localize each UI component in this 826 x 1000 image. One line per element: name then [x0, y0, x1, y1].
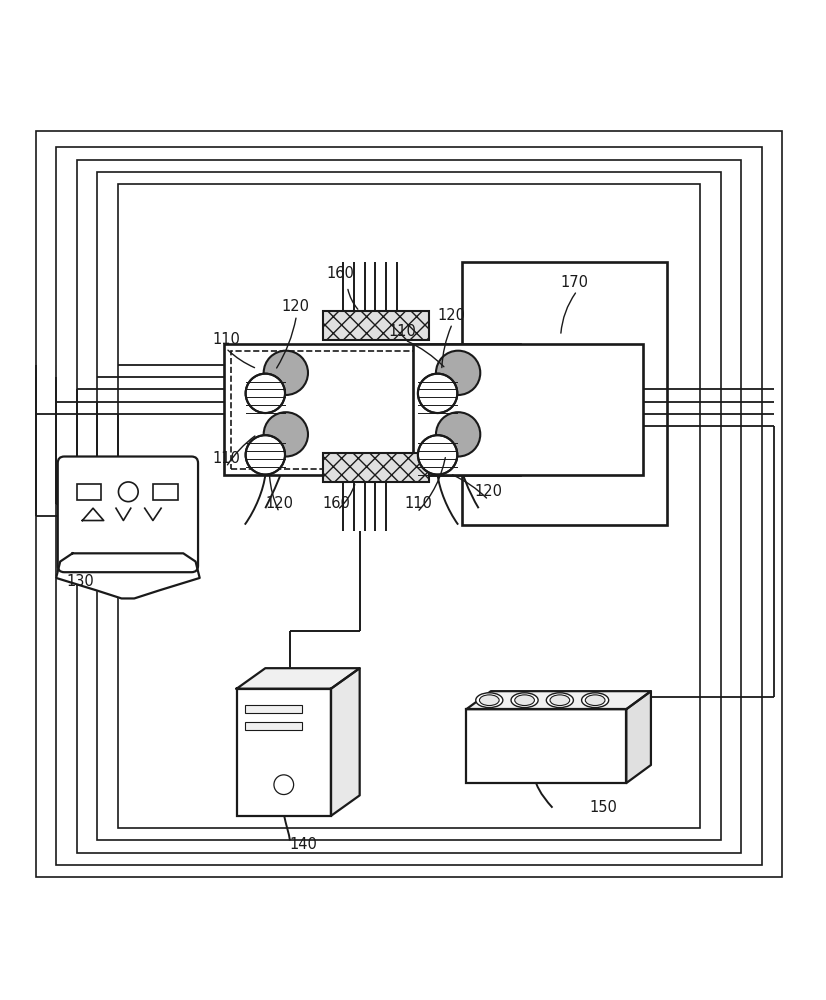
Polygon shape: [467, 691, 651, 709]
Text: 130: 130: [66, 574, 93, 589]
Circle shape: [418, 435, 458, 475]
Text: 160: 160: [323, 496, 350, 511]
Circle shape: [118, 482, 138, 502]
Bar: [323, 453, 430, 482]
Ellipse shape: [582, 693, 609, 708]
Polygon shape: [236, 668, 359, 689]
Circle shape: [263, 412, 308, 457]
Polygon shape: [626, 691, 651, 783]
Bar: [77, 484, 102, 500]
Ellipse shape: [511, 693, 538, 708]
Bar: [413, 344, 643, 475]
Bar: [244, 705, 302, 713]
Text: 160: 160: [327, 266, 354, 281]
Circle shape: [436, 351, 480, 395]
Bar: [56, 147, 762, 865]
Circle shape: [263, 351, 308, 395]
Text: 120: 120: [438, 308, 466, 323]
Text: 120: 120: [265, 496, 293, 511]
Ellipse shape: [479, 695, 499, 706]
Ellipse shape: [515, 695, 534, 706]
Text: 120: 120: [474, 484, 502, 499]
Circle shape: [436, 412, 480, 457]
Bar: [77, 160, 741, 853]
Text: 110: 110: [388, 324, 416, 339]
Ellipse shape: [546, 693, 573, 708]
Bar: [323, 311, 430, 340]
Circle shape: [245, 435, 285, 475]
Bar: [463, 262, 667, 525]
Circle shape: [418, 374, 458, 413]
FancyBboxPatch shape: [58, 457, 198, 572]
Text: 120: 120: [282, 299, 310, 314]
Text: 110: 110: [212, 451, 240, 466]
Ellipse shape: [476, 693, 503, 708]
Text: 170: 170: [561, 275, 589, 290]
Bar: [236, 689, 331, 816]
Text: 150: 150: [590, 800, 617, 815]
Polygon shape: [331, 668, 359, 816]
Ellipse shape: [586, 695, 605, 706]
Bar: [244, 722, 302, 730]
Bar: [230, 351, 513, 469]
Bar: [467, 709, 626, 783]
Bar: [97, 172, 720, 840]
Text: 110: 110: [405, 496, 433, 511]
Text: 140: 140: [290, 837, 318, 852]
Ellipse shape: [550, 695, 570, 706]
Bar: [153, 484, 178, 500]
Circle shape: [274, 775, 293, 795]
Text: 110: 110: [212, 332, 240, 347]
Bar: [117, 184, 700, 828]
Polygon shape: [56, 553, 200, 598]
Bar: [225, 344, 520, 475]
Circle shape: [245, 374, 285, 413]
